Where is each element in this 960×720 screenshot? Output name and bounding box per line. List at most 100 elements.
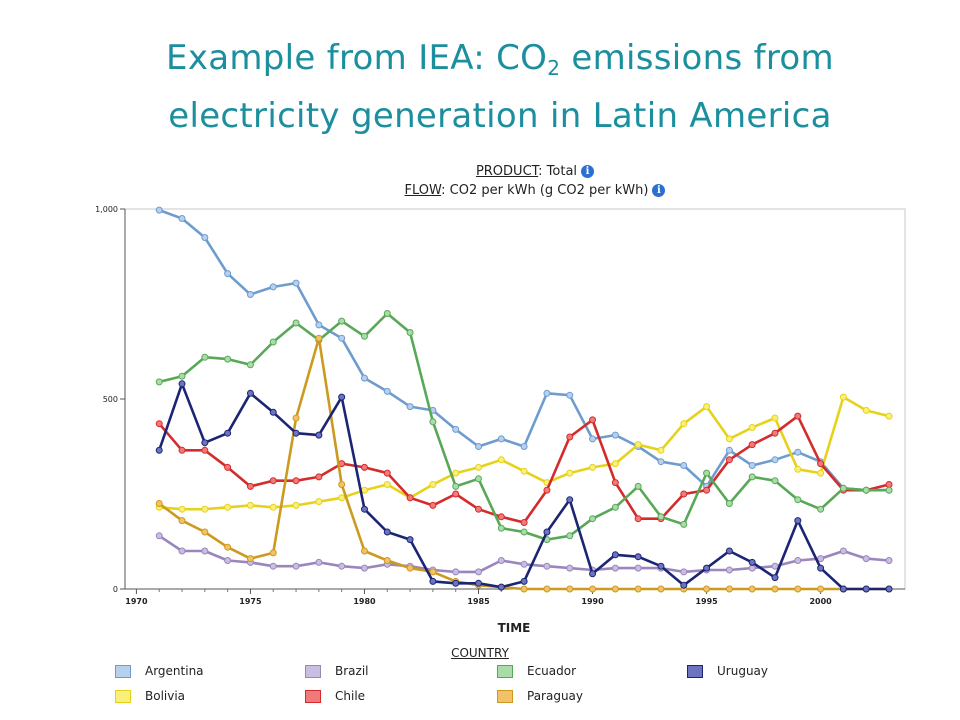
data-point-bolivia bbox=[497, 456, 505, 464]
legend-swatch bbox=[497, 664, 513, 678]
data-point-paraguay bbox=[429, 568, 437, 576]
data-point-paraguay bbox=[406, 564, 414, 572]
data-point-chile bbox=[748, 441, 756, 449]
data-point-bolivia bbox=[246, 501, 254, 509]
data-point-paraguay bbox=[817, 585, 825, 593]
data-point-argentina bbox=[680, 462, 688, 469]
legend-label: Uruguay bbox=[717, 664, 768, 678]
product-header: PRODUCT: Total i bbox=[0, 164, 960, 179]
data-point-brazil bbox=[680, 568, 688, 576]
data-point-bolivia bbox=[338, 494, 346, 502]
data-point-brazil bbox=[611, 564, 619, 572]
data-point-uruguay bbox=[611, 551, 619, 559]
data-point-chile bbox=[725, 456, 733, 464]
slide-title-line-2: electricity generation in Latin America bbox=[168, 96, 832, 136]
data-point-chile bbox=[429, 501, 437, 509]
data-point-brazil bbox=[224, 557, 232, 564]
data-point-ecuador bbox=[862, 486, 870, 494]
data-point-chile bbox=[520, 519, 528, 526]
legend-swatch bbox=[687, 664, 703, 678]
data-point-ecuador bbox=[452, 482, 460, 490]
legend-swatch bbox=[497, 689, 513, 703]
data-point-ecuador bbox=[771, 477, 779, 485]
data-point-argentina bbox=[657, 458, 665, 466]
data-point-argentina bbox=[748, 462, 756, 469]
data-point-uruguay bbox=[246, 389, 254, 397]
data-point-argentina bbox=[246, 291, 254, 298]
plot-area bbox=[124, 208, 906, 590]
data-point-uruguay bbox=[178, 380, 186, 388]
data-point-bolivia bbox=[862, 406, 870, 414]
data-point-brazil bbox=[155, 532, 163, 540]
data-point-paraguay bbox=[520, 585, 528, 593]
data-point-uruguay bbox=[862, 585, 870, 593]
x-tick-label: 1970 bbox=[125, 597, 148, 606]
data-point-chile bbox=[543, 486, 551, 494]
data-point-argentina bbox=[475, 443, 483, 450]
data-point-ecuador bbox=[155, 378, 163, 386]
data-point-brazil bbox=[475, 568, 483, 576]
data-point-ecuador bbox=[497, 524, 505, 532]
data-point-ecuador bbox=[566, 532, 574, 540]
data-point-ecuador bbox=[429, 418, 437, 426]
data-point-ecuador bbox=[839, 484, 847, 492]
data-point-argentina bbox=[383, 387, 391, 395]
data-point-bolivia bbox=[771, 414, 779, 422]
data-point-brazil bbox=[178, 547, 186, 555]
data-point-argentina bbox=[543, 389, 551, 397]
data-point-argentina bbox=[201, 234, 209, 241]
data-point-uruguay bbox=[224, 429, 232, 437]
data-point-ecuador bbox=[178, 372, 186, 380]
data-point-ecuador bbox=[475, 475, 483, 483]
data-point-ecuador bbox=[201, 353, 209, 361]
data-point-chile bbox=[406, 494, 414, 502]
data-point-uruguay bbox=[817, 564, 825, 572]
data-point-chile bbox=[611, 479, 619, 487]
data-point-chile bbox=[315, 473, 323, 481]
flow-info-icon[interactable]: i bbox=[652, 184, 666, 197]
data-point-argentina bbox=[497, 435, 505, 443]
data-point-argentina bbox=[725, 446, 733, 454]
product-value: : Total bbox=[538, 164, 578, 179]
legend-item-argentina: Argentina bbox=[115, 664, 204, 678]
data-point-uruguay bbox=[315, 431, 323, 439]
data-point-brazil bbox=[566, 564, 574, 572]
data-point-uruguay bbox=[589, 570, 597, 578]
data-point-argentina bbox=[794, 448, 802, 456]
data-point-brazil bbox=[885, 557, 893, 564]
x-tick-label: 1975 bbox=[239, 597, 262, 606]
data-point-argentina bbox=[224, 270, 232, 278]
data-point-bolivia bbox=[429, 481, 437, 488]
data-point-uruguay bbox=[657, 562, 665, 570]
product-info-icon[interactable]: i bbox=[581, 165, 595, 178]
data-point-uruguay bbox=[360, 505, 368, 513]
data-point-ecuador bbox=[383, 310, 391, 317]
data-point-chile bbox=[680, 490, 688, 498]
data-point-uruguay bbox=[566, 496, 574, 504]
flow-label: FLOW bbox=[404, 183, 442, 198]
data-point-bolivia bbox=[680, 420, 688, 428]
data-point-ecuador bbox=[224, 355, 232, 363]
data-point-uruguay bbox=[703, 564, 711, 572]
data-point-ecuador bbox=[657, 513, 665, 521]
data-point-paraguay bbox=[360, 547, 368, 555]
legend-item-chile: Chile bbox=[305, 689, 365, 703]
slide-title-line-1: Example from IEA: CO2 emissions from bbox=[166, 38, 834, 80]
data-point-paraguay bbox=[338, 481, 346, 488]
data-point-chile bbox=[201, 446, 209, 454]
data-point-argentina bbox=[452, 425, 460, 433]
legend-swatch bbox=[115, 689, 131, 703]
data-point-ecuador bbox=[634, 482, 642, 490]
legend-swatch bbox=[305, 664, 321, 678]
data-point-chile bbox=[224, 463, 232, 471]
data-point-uruguay bbox=[383, 528, 391, 536]
legend-label: Ecuador bbox=[527, 664, 577, 678]
data-point-bolivia bbox=[566, 469, 574, 477]
x-tick-label: 2000 bbox=[809, 597, 832, 606]
data-point-bolivia bbox=[634, 441, 642, 449]
legend-item-ecuador: Ecuador bbox=[497, 664, 576, 678]
data-point-bolivia bbox=[201, 505, 209, 513]
data-point-ecuador bbox=[292, 319, 300, 327]
data-point-argentina bbox=[155, 206, 163, 214]
